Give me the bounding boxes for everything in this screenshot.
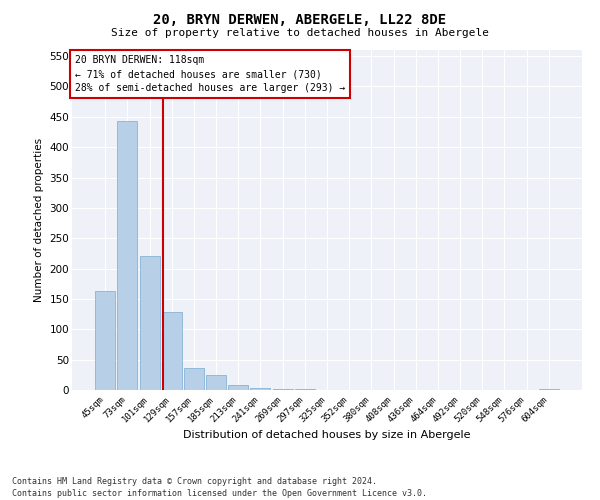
Bar: [162, 312, 182, 390]
Text: Contains HM Land Registry data © Crown copyright and database right 2024.
Contai: Contains HM Land Registry data © Crown c…: [12, 476, 427, 498]
Text: 20, BRYN DERWEN, ABERGELE, LL22 8DE: 20, BRYN DERWEN, ABERGELE, LL22 8DE: [154, 12, 446, 26]
X-axis label: Distribution of detached houses by size in Abergele: Distribution of detached houses by size …: [183, 430, 471, 440]
Text: Size of property relative to detached houses in Abergele: Size of property relative to detached ho…: [111, 28, 489, 38]
Bar: [228, 384, 248, 390]
Bar: [184, 368, 204, 390]
Bar: [118, 121, 137, 390]
Bar: [206, 376, 226, 390]
Bar: [539, 389, 559, 390]
Bar: [250, 388, 271, 390]
Y-axis label: Number of detached properties: Number of detached properties: [34, 138, 44, 302]
Bar: [140, 256, 160, 390]
Bar: [95, 291, 115, 390]
Text: 20 BRYN DERWEN: 118sqm
← 71% of detached houses are smaller (730)
28% of semi-de: 20 BRYN DERWEN: 118sqm ← 71% of detached…: [74, 55, 345, 93]
